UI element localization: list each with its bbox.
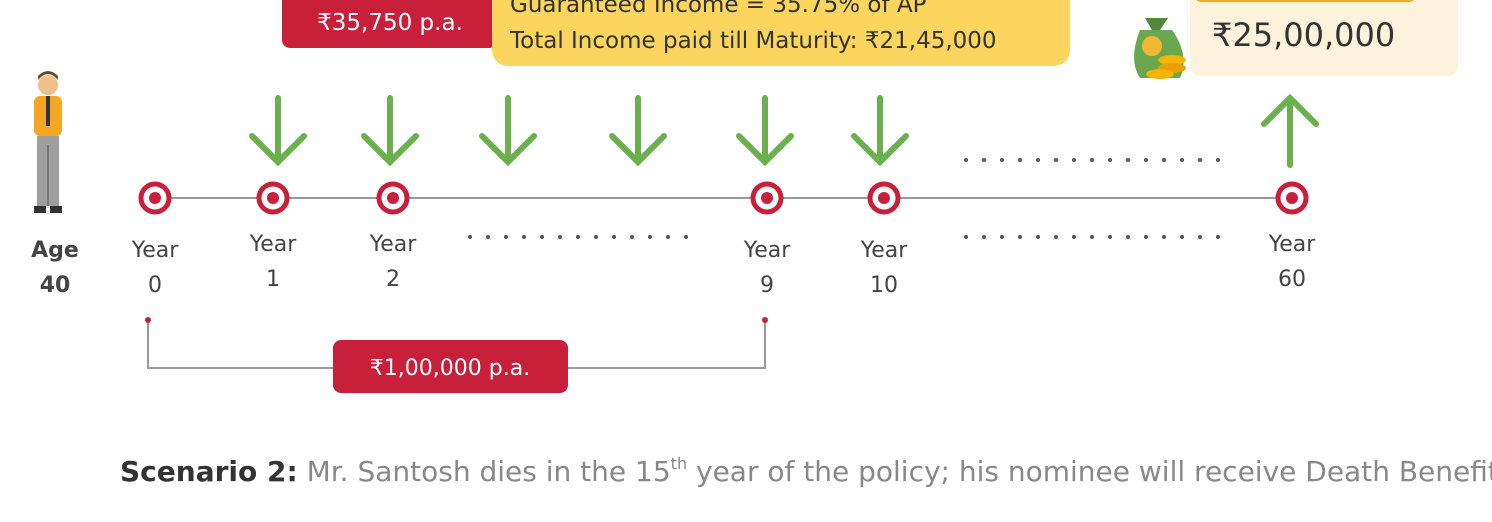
dot (522, 235, 526, 239)
node-value: 10 (870, 273, 898, 298)
dot (1180, 235, 1184, 239)
node-label: Year (131, 238, 180, 263)
dot (1180, 158, 1184, 162)
dot (648, 235, 652, 239)
dot (612, 235, 616, 239)
dot (1126, 158, 1130, 162)
dot (982, 235, 986, 239)
dot (1198, 235, 1202, 239)
dot (1108, 158, 1112, 162)
scenario-sup: th (671, 454, 687, 473)
dot (1216, 158, 1220, 162)
scenario-text: Scenario 2: Mr. Santosh dies in the 15th… (120, 454, 1492, 488)
dot (1198, 158, 1202, 162)
node-center (267, 192, 279, 204)
bracket-dot (762, 317, 768, 323)
node-label: Year (249, 232, 298, 257)
node-value: 0 (148, 273, 162, 298)
dot (1036, 235, 1040, 239)
money-bag-icon (1134, 18, 1186, 79)
dot (1144, 158, 1148, 162)
scenario-title: Scenario 2: (120, 455, 298, 488)
node-center (149, 192, 161, 204)
dot (964, 235, 968, 239)
person-icon (34, 71, 62, 213)
node-value: 9 (760, 273, 774, 298)
dot (1072, 158, 1076, 162)
dot (486, 235, 490, 239)
dot (1054, 235, 1058, 239)
dot (468, 235, 472, 239)
bracket-dot (145, 317, 151, 323)
dot (684, 235, 688, 239)
age-value: 40 (40, 273, 71, 298)
node-center (1286, 192, 1298, 204)
dot (1126, 235, 1130, 239)
dot (540, 235, 544, 239)
age-label: Age (31, 238, 79, 263)
arrows (252, 98, 1316, 165)
top-badge-text: ₹35,750 p.a. (317, 10, 463, 36)
dot (1000, 235, 1004, 239)
node-label: Year (860, 238, 909, 263)
dot (630, 235, 634, 239)
maturity-amount: ₹25,00,000 (1212, 16, 1395, 54)
dot (1162, 235, 1166, 239)
node-value: 1 (266, 267, 280, 292)
dot (1018, 158, 1022, 162)
dot (1072, 235, 1076, 239)
dot (1162, 158, 1166, 162)
dot (1090, 235, 1094, 239)
scenario-rest: year of the policy; his nominee will rec… (687, 455, 1492, 488)
dot (1054, 158, 1058, 162)
dot (964, 158, 968, 162)
dot (594, 235, 598, 239)
dot (1090, 158, 1094, 162)
node-label: Year (1268, 232, 1317, 257)
node-center (761, 192, 773, 204)
node-label: Year (743, 238, 792, 263)
dot (1000, 158, 1004, 162)
scenario-body: Mr. Santosh dies in the 15 (307, 455, 671, 488)
dot (1216, 235, 1220, 239)
page: {"top_badge": "₹35,750 p.a.", "income_bo… (0, 0, 1492, 522)
node-label: Year (369, 232, 418, 257)
premium-badge-text: ₹1,00,000 p.a. (370, 356, 530, 381)
node-center (387, 192, 399, 204)
dot (1108, 235, 1112, 239)
node-value: 2 (386, 267, 400, 292)
dot (558, 235, 562, 239)
diagram: ₹35,750 p.a. Guaranteed Income = 35.75% … (0, 0, 1492, 522)
dot (1036, 158, 1040, 162)
node-value: 60 (1278, 267, 1306, 292)
node-center (878, 192, 890, 204)
income-line2: Total Income paid till Maturity: ₹21,45,… (509, 28, 997, 54)
dot (576, 235, 580, 239)
dot (666, 235, 670, 239)
dot (1144, 235, 1148, 239)
dot (982, 158, 986, 162)
maturity-tab (1195, 0, 1415, 2)
dot (504, 235, 508, 239)
income-line1: Guaranteed Income = 35.75% of AP (510, 0, 927, 18)
dot (1018, 235, 1022, 239)
